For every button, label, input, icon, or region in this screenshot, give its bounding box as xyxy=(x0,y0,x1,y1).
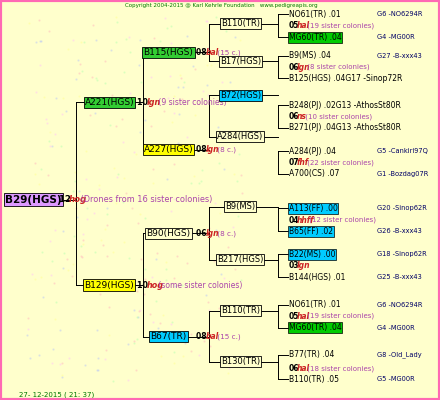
Text: 10: 10 xyxy=(137,98,150,106)
Text: G27 -B-xxx43: G27 -B-xxx43 xyxy=(378,52,422,58)
Text: G5 -MG00R: G5 -MG00R xyxy=(378,376,415,382)
Text: bal: bal xyxy=(206,48,219,57)
Text: hal: hal xyxy=(297,21,310,30)
Text: hog: hog xyxy=(147,280,164,290)
Text: 03: 03 xyxy=(289,262,299,270)
Text: (22 sister colonies): (22 sister colonies) xyxy=(305,159,374,166)
Text: (12 sister colonies): (12 sister colonies) xyxy=(307,217,376,224)
Text: NO61(TR) .01: NO61(TR) .01 xyxy=(289,10,341,19)
Text: 06: 06 xyxy=(289,364,299,373)
Text: lgn: lgn xyxy=(206,229,220,238)
Text: A284(PJ) .04: A284(PJ) .04 xyxy=(289,146,336,156)
Text: lgn: lgn xyxy=(206,145,220,154)
Text: hog: hog xyxy=(69,195,87,204)
Text: (19 sister colonies): (19 sister colonies) xyxy=(305,22,374,29)
Text: MG60(TR) .04: MG60(TR) .04 xyxy=(289,33,341,42)
Text: G8 -Old_Lady: G8 -Old_Lady xyxy=(378,351,422,358)
Text: B144(HGS) .01: B144(HGS) .01 xyxy=(289,272,345,282)
Text: lgn: lgn xyxy=(147,98,161,106)
Text: (8 sister colonies): (8 sister colonies) xyxy=(305,64,370,70)
Text: A113(FF) .00: A113(FF) .00 xyxy=(289,204,337,213)
Text: 05: 05 xyxy=(289,21,299,30)
Text: B29(HGS): B29(HGS) xyxy=(5,194,62,204)
Text: B90(HGS): B90(HGS) xyxy=(147,229,191,238)
Text: B9(MS) .04: B9(MS) .04 xyxy=(289,51,330,60)
Text: hal: hal xyxy=(297,364,310,373)
Text: G20 -Sinop62R: G20 -Sinop62R xyxy=(378,205,427,211)
Text: 27- 12-2015 ( 21: 37): 27- 12-2015 ( 21: 37) xyxy=(18,391,94,398)
Text: B77(TR) .04: B77(TR) .04 xyxy=(289,350,334,359)
Text: 06: 06 xyxy=(289,63,299,72)
Text: hhff: hhff xyxy=(297,216,315,225)
Text: G1 -Bozdag07R: G1 -Bozdag07R xyxy=(378,171,429,177)
Text: Copyright 2004-2015 @ Karl Kehrle Foundation   www.pedigreapis.org: Copyright 2004-2015 @ Karl Kehrle Founda… xyxy=(125,3,318,8)
Text: (15 c.): (15 c.) xyxy=(215,334,240,340)
Text: hal: hal xyxy=(297,312,310,320)
Text: G4 -MG00R: G4 -MG00R xyxy=(378,34,415,40)
Text: 08: 08 xyxy=(196,145,209,154)
Text: bal: bal xyxy=(206,332,219,341)
Text: fhf: fhf xyxy=(297,158,309,167)
Text: 07: 07 xyxy=(289,158,299,167)
Text: (15 c.): (15 c.) xyxy=(215,49,240,56)
Text: G5 -Cankiri97Q: G5 -Cankiri97Q xyxy=(378,148,428,154)
Text: 10: 10 xyxy=(137,280,150,290)
Text: B271(PJ) .04G13 -AthosSt80R: B271(PJ) .04G13 -AthosSt80R xyxy=(289,124,401,132)
Text: B65(FF) .02: B65(FF) .02 xyxy=(289,227,333,236)
Text: B110(TR) .05: B110(TR) .05 xyxy=(289,375,339,384)
Text: B130(TR): B130(TR) xyxy=(221,357,260,366)
Text: B125(HGS) .04G17 -Sinop72R: B125(HGS) .04G17 -Sinop72R xyxy=(289,74,402,83)
Text: G4 -MG00R: G4 -MG00R xyxy=(378,324,415,330)
Text: (18 sister colonies): (18 sister colonies) xyxy=(305,365,374,372)
Text: A227(HGS): A227(HGS) xyxy=(144,145,193,154)
Text: B110(TR): B110(TR) xyxy=(221,306,260,315)
Text: G26 -B-xxx43: G26 -B-xxx43 xyxy=(378,228,422,234)
Text: B217(HGS): B217(HGS) xyxy=(217,256,264,264)
Text: B115(HGS): B115(HGS) xyxy=(143,48,194,57)
Text: 12: 12 xyxy=(59,195,74,204)
Text: 08: 08 xyxy=(196,332,209,341)
Text: (8 c.): (8 c.) xyxy=(215,146,236,153)
Text: A700(CS) .07: A700(CS) .07 xyxy=(289,169,339,178)
Text: B110(TR): B110(TR) xyxy=(221,19,260,28)
Text: (8 c.): (8 c.) xyxy=(215,230,236,236)
Text: 06: 06 xyxy=(196,229,209,238)
Text: A284(HGS): A284(HGS) xyxy=(217,132,264,141)
Text: lgn: lgn xyxy=(297,262,311,270)
Text: (19 sister colonies): (19 sister colonies) xyxy=(305,313,374,319)
Text: (some sister colonies): (some sister colonies) xyxy=(156,280,242,290)
Text: B72(HGS): B72(HGS) xyxy=(220,91,261,100)
Text: G6 -NO6294R: G6 -NO6294R xyxy=(378,11,423,17)
Text: A221(HGS): A221(HGS) xyxy=(84,98,134,106)
Text: G18 -Sinop62R: G18 -Sinop62R xyxy=(378,251,427,257)
Text: ns: ns xyxy=(297,112,307,121)
Text: lgn: lgn xyxy=(297,63,311,72)
Text: (9 sister colonies): (9 sister colonies) xyxy=(156,98,226,106)
Text: B67(TR): B67(TR) xyxy=(150,332,187,341)
Text: G6 -NO6294R: G6 -NO6294R xyxy=(378,302,423,308)
Text: (10 sister colonies): (10 sister colonies) xyxy=(303,114,372,120)
Text: B17(HGS): B17(HGS) xyxy=(220,57,261,66)
Text: 06: 06 xyxy=(289,112,299,121)
Text: (Drones from 16 sister colonies): (Drones from 16 sister colonies) xyxy=(77,195,212,204)
Text: 05: 05 xyxy=(289,312,299,320)
Text: NO61(TR) .01: NO61(TR) .01 xyxy=(289,300,341,310)
Text: 04: 04 xyxy=(289,216,299,225)
Text: B248(PJ) .02G13 -AthosSt80R: B248(PJ) .02G13 -AthosSt80R xyxy=(289,101,401,110)
Text: 08: 08 xyxy=(196,48,209,57)
Text: B22(MS) .00: B22(MS) .00 xyxy=(289,250,335,259)
Text: B129(HGS): B129(HGS) xyxy=(84,280,134,290)
Text: G25 -B-xxx43: G25 -B-xxx43 xyxy=(378,274,422,280)
Text: B9(MS): B9(MS) xyxy=(225,202,255,211)
Text: MG60(TR) .04: MG60(TR) .04 xyxy=(289,323,341,332)
